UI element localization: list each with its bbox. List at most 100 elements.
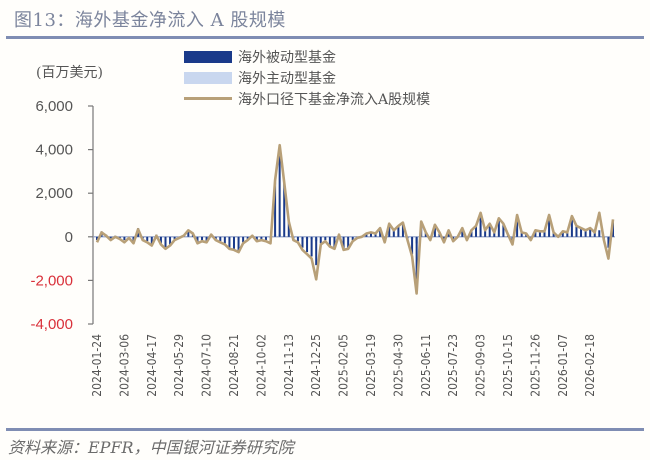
bar-passive xyxy=(306,236,309,253)
legend-swatch-active xyxy=(184,71,232,84)
legend-swatch-total xyxy=(184,97,232,100)
bar-passive xyxy=(109,236,112,239)
bar-passive xyxy=(580,228,583,237)
bar-passive xyxy=(520,232,523,237)
bar-passive xyxy=(328,236,331,246)
chart-title: 图13：海外基金净流入 A 股规模 xyxy=(14,10,286,31)
bar-passive xyxy=(315,236,318,266)
x-tick-label: 2025-04-30 xyxy=(391,334,405,397)
bar-passive xyxy=(237,236,240,251)
bar-passive xyxy=(214,236,217,239)
bar-passive xyxy=(347,236,350,248)
x-tick-label: 2024-01-24 xyxy=(90,334,104,397)
line-total-netflow xyxy=(95,143,615,295)
bar-passive xyxy=(201,236,204,241)
bar-passive xyxy=(132,236,135,242)
bar-passive xyxy=(319,236,322,244)
bar-passive xyxy=(401,222,404,237)
x-tick-label: 2025-07-23 xyxy=(446,334,460,397)
bar-passive xyxy=(146,236,149,242)
bar-passive xyxy=(187,231,190,237)
x-tick-label: 2024-04-17 xyxy=(145,334,159,397)
legend-item-active: 海外主动型基金 xyxy=(184,67,430,88)
bar-passive xyxy=(552,232,555,237)
bar-passive xyxy=(516,215,519,237)
bar-passive xyxy=(497,219,500,237)
bar-passive xyxy=(205,236,208,242)
bar-passive xyxy=(566,232,569,237)
bar-passive xyxy=(369,232,372,237)
bar-passive xyxy=(287,221,290,237)
x-tick-label: 2025-06-11 xyxy=(419,334,433,397)
bar-passive xyxy=(584,230,587,237)
x-tick-label: 2024-10-02 xyxy=(254,334,268,397)
bar-passive xyxy=(479,212,482,237)
bar-passive xyxy=(264,236,267,241)
bar-passive xyxy=(342,236,345,249)
x-tick-label: 2025-11-26 xyxy=(528,334,542,397)
bar-passive xyxy=(593,232,596,237)
bar-passive xyxy=(475,225,478,237)
bar-passive xyxy=(548,215,551,237)
x-tick-label: 2024-08-21 xyxy=(227,334,241,397)
bar-passive xyxy=(123,236,126,241)
bar-passive xyxy=(96,236,98,241)
bar-passive xyxy=(255,236,258,241)
x-tick-label: 2025-10-15 xyxy=(501,334,515,397)
bar-passive xyxy=(589,228,592,237)
bar-passive xyxy=(411,236,414,255)
bar-passive xyxy=(118,236,121,238)
legend-label-passive: 海外被动型基金 xyxy=(238,49,336,66)
legend-item-total: 海外口径下基金净流入A股规模 xyxy=(184,88,430,109)
bar-passive xyxy=(543,231,546,237)
y-tick-label: -4,000 xyxy=(30,316,73,333)
x-tick-label: 2025-02-05 xyxy=(337,334,351,397)
x-tick-label: 2024-11-13 xyxy=(282,334,296,397)
bar-passive xyxy=(575,225,578,237)
bar-passive xyxy=(433,224,436,237)
bar-passive xyxy=(301,236,304,248)
y-tick-label: 0 xyxy=(65,229,73,246)
bar-passive xyxy=(164,236,167,248)
bar-passive xyxy=(219,236,222,242)
bar-passive xyxy=(228,236,231,248)
x-tick-label: 2026-02-18 xyxy=(583,334,597,397)
x-tick-label: 2024-12-25 xyxy=(309,334,323,397)
bar-passive xyxy=(561,231,564,237)
legend-label-active: 海外主动型基金 xyxy=(238,70,336,87)
y-axis-unit-label: (百万美元) xyxy=(36,65,103,81)
y-tick-label: 2,000 xyxy=(35,185,73,202)
bar-passive xyxy=(283,182,286,237)
bar-passive xyxy=(570,217,573,237)
bar-passive xyxy=(365,233,368,237)
x-tick-label: 2024-05-29 xyxy=(172,334,186,397)
bar-passive xyxy=(351,236,354,241)
bar-passive xyxy=(374,233,377,237)
bar-active xyxy=(100,236,103,238)
bar-passive xyxy=(150,236,153,245)
bar-passive xyxy=(538,231,541,237)
bar-passive xyxy=(388,223,391,237)
bar-passive xyxy=(470,230,473,237)
bar-passive xyxy=(173,236,176,239)
bar-passive xyxy=(232,236,235,249)
y-tick-label: 4,000 xyxy=(35,142,73,159)
bar-passive xyxy=(260,236,263,239)
bar-passive xyxy=(274,182,277,237)
legend-item-passive: 海外被动型基金 xyxy=(184,46,430,67)
bar-passive xyxy=(502,223,505,237)
legend-label-total: 海外口径下基金净流入A股规模 xyxy=(238,91,431,108)
bar-passive xyxy=(397,225,400,237)
bar-passive xyxy=(461,228,464,237)
bar-passive xyxy=(598,230,601,237)
y-tick-label: 6,000 xyxy=(35,98,73,115)
legend: 海外被动型基金 海外主动型基金 海外口径下基金净流入A股规模 xyxy=(184,46,430,109)
bar-passive xyxy=(242,236,245,243)
x-tick-label: 2025-03-19 xyxy=(364,334,378,397)
bar-passive xyxy=(196,236,199,243)
y-tick-label: -2,000 xyxy=(30,272,73,289)
source-note: 资料来源：EPFR，中国银河证券研究院 xyxy=(8,438,294,457)
bar-passive xyxy=(278,147,281,237)
x-tick-label: 2024-07-10 xyxy=(200,334,214,397)
